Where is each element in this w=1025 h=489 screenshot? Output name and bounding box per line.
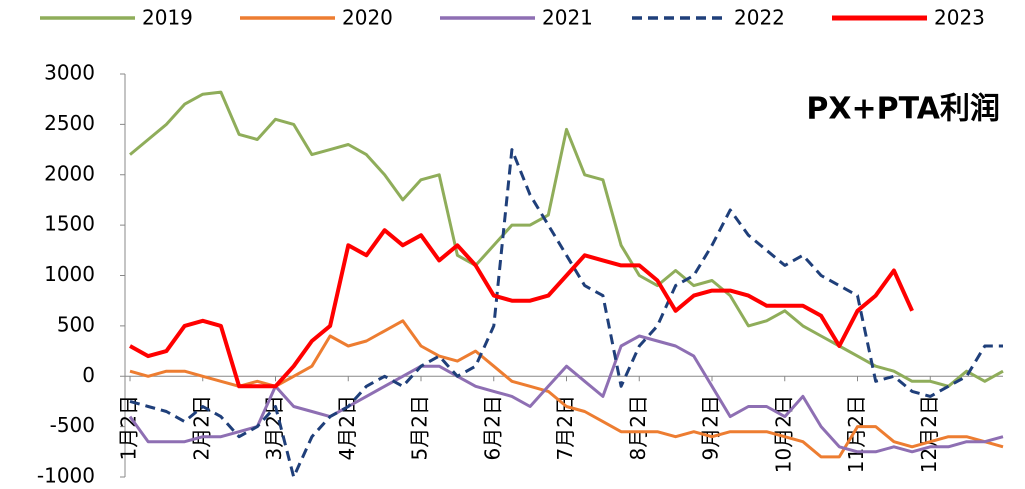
x-tick-label: 12月2日	[917, 395, 941, 473]
x-tick-label: 8月2日	[626, 395, 650, 460]
y-tick-label: 3000	[44, 61, 95, 85]
x-tick-label: 11月2日	[844, 395, 868, 473]
x-tick-label: 2月2日	[189, 395, 213, 460]
y-tick-label: 0	[82, 363, 95, 387]
legend-label: 2019	[142, 6, 193, 30]
y-tick-label: -1000	[37, 464, 95, 488]
x-tick-label: 5月2日	[408, 395, 432, 460]
series-line	[129, 148, 1003, 479]
y-tick-label: 2000	[44, 161, 95, 185]
y-tick-label: 1000	[44, 262, 95, 286]
y-tick-label: -500	[50, 413, 95, 437]
x-tick-label: 4月2日	[335, 395, 359, 460]
legend-label: 2021	[542, 6, 593, 30]
annotation: PX+PTA利润	[806, 92, 1000, 127]
x-tick-label: 9月2日	[699, 395, 723, 460]
y-tick-label: 500	[57, 312, 95, 336]
series-line	[129, 90, 1004, 388]
legend-label: 2022	[734, 6, 785, 30]
legend-label: 2023	[934, 6, 985, 30]
legend-label: 2020	[342, 6, 393, 30]
x-tick-label: 6月2日	[480, 395, 504, 460]
series-line	[129, 228, 914, 389]
y-tick-label: 1500	[44, 212, 95, 236]
y-tick-label: 2500	[44, 111, 95, 135]
